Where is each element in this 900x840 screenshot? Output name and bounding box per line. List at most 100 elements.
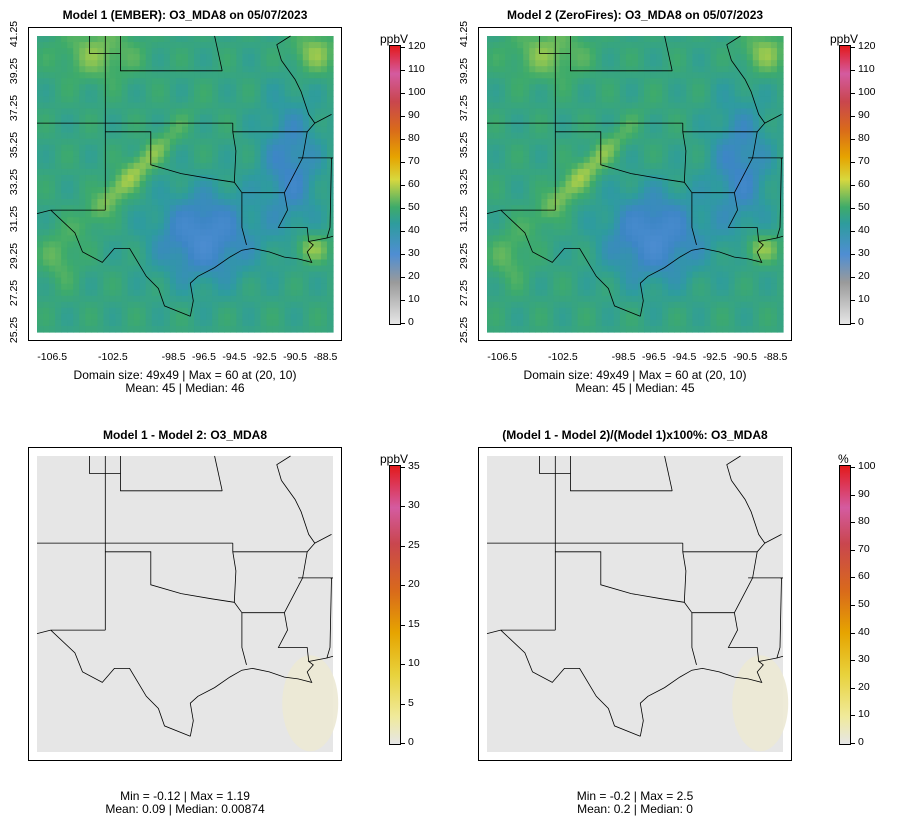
- y-tick-label: 33.25: [8, 168, 21, 196]
- state-boundaries: [486, 455, 784, 737]
- colorbar-tick-mark: [851, 632, 855, 634]
- colorbar-tick-label: 30: [858, 653, 870, 666]
- y-tick-label: 27.25: [458, 279, 471, 307]
- ozone-grid-cells: [487, 36, 784, 333]
- colorbar-tick-label: 70: [858, 155, 870, 167]
- colorbar-tick-mark: [401, 162, 405, 163]
- colorbar-tick-label: 40: [858, 625, 870, 638]
- y-tick-label: 29.25: [8, 242, 21, 270]
- colorbar-tick-mark: [401, 743, 405, 744]
- colorbar-tick-mark: [851, 549, 855, 551]
- colorbar-tick-label: 20: [408, 578, 420, 591]
- x-tick-label: -98.5: [611, 351, 636, 363]
- colorbar-tick-label: 30: [408, 499, 420, 512]
- x-tick-label: -94.5: [672, 351, 697, 363]
- colorbar-tick-label: 10: [408, 657, 420, 670]
- colorbar-unit: ppbV: [380, 32, 409, 46]
- colorbar-tick-label: 30: [858, 247, 870, 259]
- stats-line-2: Mean: 0.2 | Median: 0: [577, 802, 693, 816]
- colorbar: [839, 45, 851, 325]
- colorbar-tick-mark: [401, 93, 405, 94]
- colorbar-tick-mark: [851, 116, 855, 117]
- stats-line-1: Domain size: 49x49 | Max = 60 at (20, 10…: [523, 368, 747, 382]
- y-tick-label: 31.25: [458, 205, 471, 233]
- stats-line-1: Min = -0.12 | Max = 1.19: [120, 789, 250, 803]
- colorbar-tick-mark: [851, 185, 855, 186]
- ozone-grid-cells: [37, 36, 334, 333]
- colorbar-tick-label: 35: [408, 460, 420, 472]
- colorbar-tick-mark: [851, 47, 855, 48]
- colorbar-tick-mark: [401, 47, 405, 48]
- panel-title: (Model 1 - Model 2)/(Model 1)x100%: O3_M…: [502, 428, 768, 442]
- colorbar-tick-mark: [851, 300, 855, 301]
- colorbar-tick-mark: [401, 208, 405, 209]
- colorbar-tick-label: 40: [858, 224, 870, 236]
- colorbar-tick-mark: [851, 70, 855, 71]
- colorbar-tick-mark: [851, 577, 855, 579]
- y-tick-label: 25.25: [458, 316, 471, 344]
- stats-line-2: Mean: 45 | Median: 46: [125, 381, 245, 395]
- colorbar-tick-mark: [401, 277, 405, 278]
- y-tick-label: 35.25: [8, 131, 21, 159]
- colorbar-tick-mark: [401, 703, 405, 705]
- colorbar-tick-label: 0: [858, 316, 864, 328]
- y-tick-label: 33.25: [458, 168, 471, 196]
- colorbar-tick-label: 0: [408, 316, 414, 328]
- colorbar-unit: ppbV: [830, 32, 859, 46]
- colorbar-tick-label: 25: [408, 538, 420, 551]
- map-frame: [28, 447, 342, 761]
- percent-difference-map: [479, 448, 791, 760]
- colorbar-tick-label: 80: [858, 132, 870, 144]
- colorbar-tick-label: 120: [408, 40, 426, 52]
- state-boundaries: [36, 35, 334, 317]
- colorbar-tick-mark: [851, 522, 855, 524]
- panel-title: Model 1 - Model 2: O3_MDA8: [102, 428, 268, 442]
- x-tick-label: -106.5: [487, 351, 518, 363]
- colorbar-tick-label: 0: [858, 736, 864, 748]
- colorbar-tick-label: 80: [408, 132, 420, 144]
- y-tick-label: 39.25: [458, 57, 471, 85]
- colorbar-tick-mark: [851, 162, 855, 163]
- x-tick-label: -92.5: [702, 351, 727, 363]
- panel-title: Model 1 (EMBER): O3_MDA8 on 05/07/2023: [62, 8, 308, 22]
- colorbar-tick-label: 50: [858, 201, 870, 213]
- map-frame: [478, 27, 792, 341]
- colorbar-tick-mark: [401, 254, 405, 255]
- stats-line-1: Domain size: 49x49 | Max = 60 at (20, 10…: [73, 368, 297, 382]
- x-tick-label: -102.5: [548, 351, 578, 363]
- colorbar-tick-mark: [401, 116, 405, 117]
- colorbar-tick-label: 10: [858, 293, 870, 305]
- colorbar-tick-label: 110: [408, 63, 425, 75]
- state-boundaries: [36, 455, 334, 737]
- colorbar-tick-mark: [851, 605, 855, 606]
- map-frame: [478, 447, 792, 761]
- difference-map: [29, 448, 341, 760]
- colorbar-tick-label: 90: [408, 109, 420, 121]
- colorbar-tick-label: 90: [858, 109, 870, 121]
- colorbar: [389, 45, 401, 325]
- colorbar-tick-mark: [401, 300, 405, 301]
- stats-line-1: Min = -0.2 | Max = 2.5: [576, 789, 694, 803]
- colorbar-tick-mark: [401, 545, 405, 547]
- y-tick-label: 39.25: [8, 57, 21, 85]
- x-tick-label: -94.5: [222, 351, 247, 363]
- colorbar-tick-mark: [401, 139, 405, 140]
- x-tick-label: -90.5: [283, 351, 308, 363]
- colorbar-tick-label: 60: [858, 570, 870, 583]
- colorbar-tick-mark: [851, 139, 855, 140]
- colorbar-tick-label: 40: [408, 224, 420, 236]
- state-boundaries: [486, 35, 784, 317]
- y-tick-label: 25.25: [8, 316, 21, 344]
- colorbar-tick-mark: [851, 743, 855, 744]
- colorbar-tick-label: 110: [858, 63, 875, 75]
- colorbar-tick-label: 90: [858, 487, 870, 500]
- colorbar-tick-label: 80: [858, 515, 870, 528]
- y-tick-label: 35.25: [458, 131, 471, 159]
- colorbar-tick-mark: [851, 715, 855, 717]
- colorbar: [389, 465, 401, 745]
- colorbar-tick-mark: [851, 231, 855, 232]
- colorbar-tick-mark: [401, 585, 405, 587]
- map-frame: [28, 27, 342, 341]
- stats-line-2: Mean: 0.09 | Median: 0.00874: [105, 802, 265, 816]
- colorbar-tick-mark: [851, 93, 855, 94]
